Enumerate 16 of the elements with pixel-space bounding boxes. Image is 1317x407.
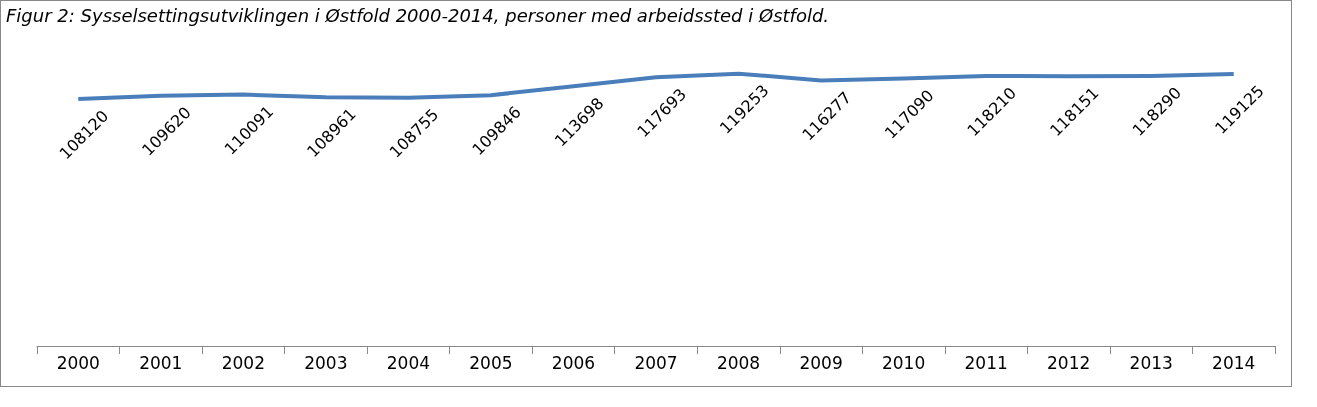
x-tick-label: 2005 [469, 352, 513, 373]
x-tick-label: 2008 [716, 352, 761, 373]
x-tick-label: 2014 [1212, 352, 1256, 373]
x-tick-label: 2000 [56, 352, 100, 373]
x-tick-label: 2013 [1129, 352, 1173, 373]
x-tick-label: 2007 [634, 352, 678, 373]
x-tick-label: 2009 [799, 352, 843, 373]
x-tick-label: 2006 [551, 352, 596, 373]
x-tick-label: 2012 [1047, 352, 1091, 373]
x-tick-label: 2004 [386, 352, 431, 373]
x-tick-label: 2003 [304, 352, 348, 373]
x-tick-label: 2002 [221, 352, 265, 373]
x-tick-label: 2001 [139, 352, 183, 373]
chart-title: Figur 2: Sysselsettingsutviklingen i Østfold 2000-2014, personer med arbeidssted i Østfold. [6, 4, 830, 26]
x-tick-label: 2010 [881, 352, 926, 373]
x-tick-label: 2011 [964, 352, 1008, 373]
